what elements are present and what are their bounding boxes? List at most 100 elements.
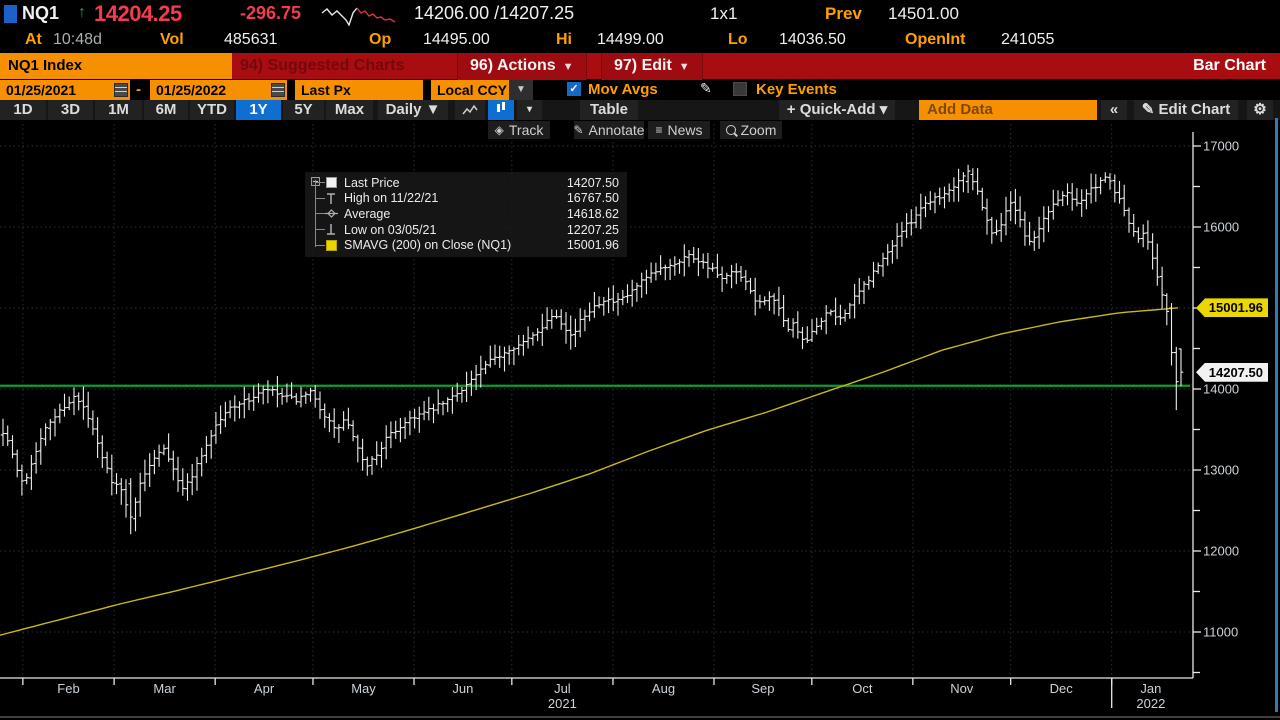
- currency-selector[interactable]: Local CCY: [431, 80, 509, 100]
- zoom-button[interactable]: Zoom: [720, 121, 782, 139]
- actions-caret-icon: ▼: [562, 61, 574, 73]
- date-to-value: 01/25/2022: [156, 82, 227, 98]
- annotate-button[interactable]: ✎ Annotate: [573, 121, 645, 139]
- x-month-label: Nov: [950, 681, 974, 696]
- security-input[interactable]: NQ1 Index: [0, 53, 232, 79]
- openint-label: OpenInt: [905, 31, 966, 48]
- x-month-label: Sep: [751, 681, 775, 696]
- legend-row-low: Low on 03/05/21 12207.25: [311, 222, 619, 238]
- at-label: At: [25, 31, 42, 48]
- price-badge: 15001.96: [1196, 298, 1268, 318]
- chart-type-title: Bar Chart: [1193, 57, 1266, 74]
- legend-row-sma: SMAVG (200) on Close (NQ1) 15001.96: [311, 237, 619, 253]
- y-tick-label: 12000: [1203, 543, 1240, 559]
- date-from-field[interactable]: 01/25/2021: [0, 80, 130, 100]
- quick-add-button[interactable]: + Quick-Add ▾: [779, 100, 895, 120]
- legend-label: SMAVG (200) on Close (NQ1): [344, 238, 512, 253]
- volume-value: 485631: [224, 31, 278, 48]
- annotate-label: Annotate: [588, 122, 645, 138]
- last-price: 14204.25: [94, 1, 182, 26]
- mov-avgs-checkbox[interactable]: ✓: [567, 82, 581, 96]
- x-year-label: 2022: [1136, 696, 1166, 711]
- y-tick-label: 13000: [1203, 462, 1240, 478]
- panel-divider: [0, 716, 1280, 718]
- x-month-label: Feb: [57, 681, 80, 696]
- mov-avgs-label: Mov Avgs: [588, 81, 658, 98]
- price-field-selector[interactable]: Last Px: [295, 80, 423, 100]
- edit-caret-icon: ▼: [678, 61, 690, 73]
- x-month-label: Jul: [554, 681, 571, 696]
- high-label: Hi: [556, 31, 572, 48]
- chart-style-caret-button[interactable]: ▾: [517, 100, 542, 120]
- range-button-max[interactable]: Max: [326, 100, 373, 120]
- sma-marker-icon: [315, 239, 338, 252]
- price-chart-plot[interactable]: [0, 118, 1280, 720]
- date-range-separator: -: [136, 81, 141, 98]
- legend-value: 15001.96: [566, 238, 619, 253]
- chart-settings-gear-icon[interactable]: ⚙: [1247, 100, 1273, 120]
- currency-dropdown-button[interactable]: ▼: [509, 80, 533, 100]
- window-focus-border: [1275, 118, 1278, 712]
- range-button-ytd[interactable]: YTD: [190, 100, 234, 120]
- calendar-icon[interactable]: [271, 83, 285, 97]
- bar-chart-style-button[interactable]: [488, 100, 514, 120]
- x-month-label: Apr: [253, 681, 275, 696]
- edit-chart-button[interactable]: ✎ Edit Chart: [1134, 100, 1238, 120]
- ticker-symbol: NQ1: [22, 3, 60, 23]
- add-data-input[interactable]: Add Data: [919, 100, 1097, 120]
- legend-row-avg: Average 14618.62: [311, 206, 619, 222]
- price-badge: 14207.50: [1196, 362, 1268, 382]
- low-label: Lo: [728, 31, 748, 48]
- menu-suggested-charts[interactable]: 94) Suggested Charts: [240, 57, 405, 74]
- period-dropdown[interactable]: Daily ▼: [378, 100, 448, 120]
- prev-close: 14501.00: [888, 4, 959, 23]
- menu-edit[interactable]: 97) Edit ▼: [601, 53, 703, 80]
- low-marker-icon: [315, 223, 338, 236]
- x-month-label: Dec: [1049, 681, 1073, 696]
- x-month-label: Jun: [452, 681, 474, 696]
- high-value: 14499.00: [597, 31, 664, 48]
- news-icon: ≡: [655, 123, 663, 137]
- prev-label: Prev: [825, 4, 862, 23]
- range-button-6m[interactable]: 6M: [144, 100, 188, 120]
- menu-actions-label: 96) Actions: [470, 57, 556, 74]
- price-field-value: Last Px: [301, 82, 351, 98]
- legend-value: 16767.50: [566, 191, 619, 206]
- intraday-sparkline: [321, 7, 396, 26]
- x-month-label: Aug: [651, 681, 676, 696]
- date-to-field[interactable]: 01/25/2022: [150, 80, 287, 100]
- table-button[interactable]: Table: [580, 100, 638, 120]
- range-button-3d[interactable]: 3D: [48, 100, 93, 120]
- annotate-icon: ✎: [573, 123, 584, 137]
- collapse-panel-button[interactable]: «: [1101, 100, 1127, 120]
- key-events-label: Key Events: [756, 81, 837, 98]
- range-button-5y[interactable]: 5Y: [283, 100, 324, 120]
- range-button-1m[interactable]: 1M: [95, 100, 142, 120]
- currency-value: Local CCY: [437, 82, 508, 98]
- legend-row-last: Last Price 14207.50: [311, 175, 619, 191]
- menubar: NQ1 Index 94) Suggested Charts 96) Actio…: [0, 53, 1280, 80]
- mov-avgs-pencil-icon[interactable]: ✎: [700, 80, 712, 96]
- key-events-checkbox[interactable]: [733, 82, 747, 96]
- last-marker-icon: [315, 176, 338, 189]
- openint-value: 241055: [1001, 31, 1055, 48]
- legend-value: 12207.25: [566, 222, 619, 237]
- track-button[interactable]: ◈ Track: [488, 121, 550, 139]
- date-from-value: 01/25/2021: [6, 82, 77, 98]
- news-button[interactable]: ≡ News: [648, 121, 710, 139]
- menu-actions[interactable]: 96) Actions ▼: [457, 53, 587, 80]
- avg-marker-icon: [315, 207, 338, 220]
- line-chart-style-button[interactable]: [455, 100, 485, 120]
- x-year-label: 2021: [547, 696, 577, 711]
- calendar-icon[interactable]: [114, 83, 128, 97]
- chart-legend[interactable]: Last Price 14207.50 High on 11/22/21 16767.…: [305, 172, 627, 257]
- lot-size: 1x1: [710, 4, 738, 23]
- range-button-1d[interactable]: 1D: [0, 100, 46, 120]
- x-month-label: Oct: [852, 681, 873, 696]
- range-button-1y[interactable]: 1Y: [236, 100, 281, 120]
- open-label: Op: [369, 31, 392, 48]
- uptick-arrow-icon: ↑: [78, 4, 86, 21]
- zoom-icon: [725, 125, 736, 135]
- y-tick-label: 16000: [1203, 219, 1240, 235]
